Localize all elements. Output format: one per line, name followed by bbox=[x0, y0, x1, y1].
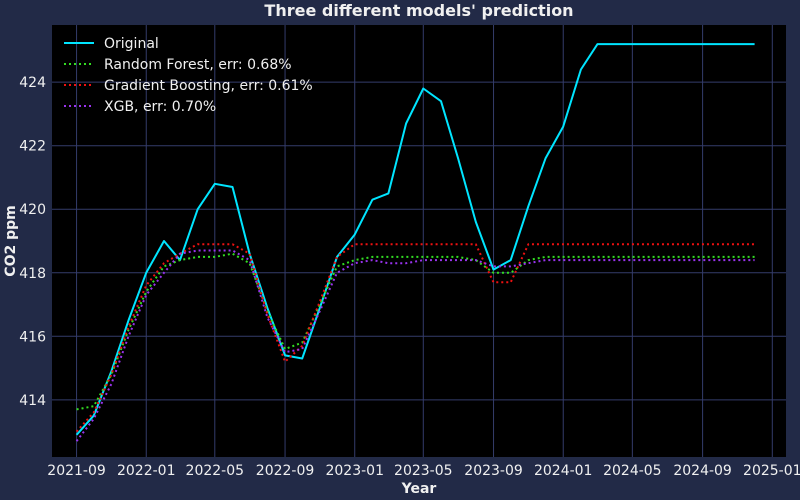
series-line-xgb bbox=[75, 249, 755, 442]
y-tick-label: 414 bbox=[19, 393, 46, 409]
grid bbox=[52, 25, 786, 457]
series-line-gradient-boosting bbox=[75, 243, 755, 433]
x-axis: 2021-09 2022-01 2022-05 2022-09 2023-01 2023-… bbox=[47, 463, 800, 479]
legend-label: Random Forest, err: 0.68% bbox=[104, 57, 292, 73]
x-tick-label: 2024-09 bbox=[673, 463, 732, 479]
series-line-random-forest bbox=[76, 252, 755, 411]
x-tick-label: 2023-05 bbox=[394, 463, 453, 479]
x-tick-label: 2024-05 bbox=[603, 463, 662, 479]
y-tick-label: 420 bbox=[19, 202, 46, 218]
y-axis: 414 416 418 420 422 424 bbox=[19, 75, 46, 409]
x-tick-label: 2022-01 bbox=[117, 463, 176, 479]
y-tick-label: 416 bbox=[19, 329, 46, 345]
x-tick-label: 2021-09 bbox=[47, 463, 106, 479]
y-tick-label: 418 bbox=[19, 266, 46, 282]
x-tick-label: 2024-01 bbox=[534, 463, 593, 479]
x-tick-label: 2022-05 bbox=[186, 463, 245, 479]
x-tick-label: 2025-01 bbox=[743, 463, 800, 479]
series-group bbox=[75, 43, 755, 442]
legend: Original Random Forest, err: 0.68% Gradien… bbox=[64, 36, 313, 115]
chart-title: Three different models' prediction bbox=[264, 1, 573, 20]
y-tick-label: 422 bbox=[19, 139, 46, 155]
legend-label: Original bbox=[104, 36, 159, 52]
y-axis-title: CO2 ppm bbox=[3, 205, 19, 276]
x-tick-label: 2023-01 bbox=[325, 463, 384, 479]
x-tick-label: 2023-09 bbox=[464, 463, 523, 479]
legend-label: Gradient Boosting, err: 0.61% bbox=[104, 78, 313, 94]
y-tick-label: 424 bbox=[19, 75, 46, 91]
x-tick-label: 2022-09 bbox=[256, 463, 315, 479]
legend-label: XGB, err: 0.70% bbox=[104, 99, 216, 115]
x-axis-title: Year bbox=[401, 481, 437, 497]
series-line-original bbox=[75, 43, 755, 436]
